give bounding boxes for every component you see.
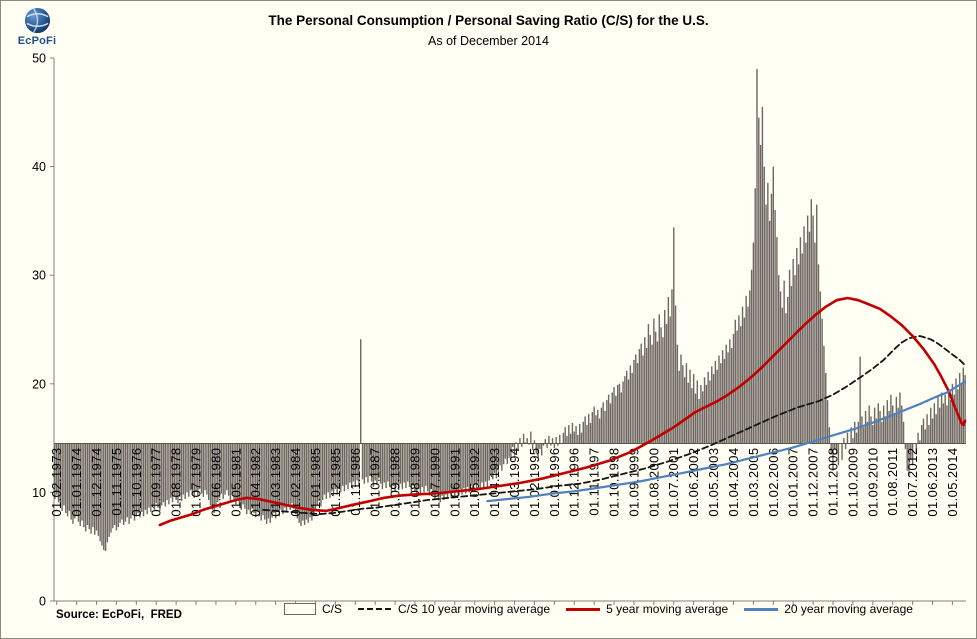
svg-text:01.01.1974: 01.01.1974: [69, 448, 84, 517]
svg-text:01.07.1979: 01.07.1979: [189, 448, 204, 517]
svg-text:01.04.1993: 01.04.1993: [487, 448, 502, 517]
svg-text:01.10.1998: 01.10.1998: [607, 448, 622, 517]
svg-text:01.08.2011: 01.08.2011: [885, 448, 900, 516]
svg-text:01.11.1986: 01.11.1986: [348, 448, 363, 516]
svg-text:01.05.2014: 01.05.2014: [945, 448, 960, 517]
logo-text: EcPoFi: [17, 35, 57, 47]
chart-legend: C/S C/S 10 year moving average 5 year mo…: [284, 602, 913, 616]
cs-bars-series: [54, 68, 966, 552]
svg-text:50: 50: [32, 52, 46, 66]
svg-text:01.05.1992: 01.05.1992: [467, 448, 482, 517]
svg-text:01.06.1980: 01.06.1980: [208, 448, 223, 517]
svg-text:01.09.2010: 01.09.2010: [865, 448, 880, 517]
x-axis-labels: 01.02.1973 01.01.1974 01.12.1974 01.11.1975…: [49, 448, 960, 605]
svg-text:01.04.1982: 01.04.1982: [248, 448, 263, 517]
line-ma10: [262, 335, 966, 515]
cs-bar-swatch: [284, 603, 316, 615]
line-ma20: [486, 380, 967, 503]
line-ma5: [158, 296, 967, 527]
svg-text:01.12.1996: 01.12.1996: [567, 448, 582, 517]
svg-text:01.01.2007: 01.01.2007: [786, 448, 801, 517]
svg-text:01.12.1985: 01.12.1985: [328, 448, 343, 517]
svg-text:01.06.2013: 01.06.2013: [925, 448, 940, 517]
legend-label-ma10: C/S 10 year moving average: [398, 602, 551, 616]
svg-text:01.01.1985: 01.01.1985: [308, 448, 323, 517]
ma5-line-swatch: [566, 607, 601, 611]
svg-text:01.01.1996: 01.01.1996: [547, 448, 562, 517]
svg-text:01.02.1995: 01.02.1995: [527, 448, 542, 517]
legend-label-ma20: 20 year moving average: [784, 602, 913, 616]
svg-text:01.05.2003: 01.05.2003: [706, 448, 721, 517]
legend-item-ma10: C/S 10 year moving average: [358, 602, 550, 616]
globe-icon: [24, 7, 50, 34]
svg-text:0: 0: [39, 595, 46, 609]
chart-title: The Personal Consumption / Personal Savi…: [268, 13, 709, 28]
ecpofi-logo: EcPoFi: [14, 7, 60, 47]
svg-text:30: 30: [32, 269, 46, 283]
svg-text:01.07.1990: 01.07.1990: [427, 448, 442, 517]
svg-text:01.09.1988: 01.09.1988: [388, 448, 403, 517]
svg-text:01.03.2005: 01.03.2005: [746, 448, 761, 517]
legend-label-ma5: 5 year moving average: [606, 602, 729, 616]
svg-text:01.12.1974: 01.12.1974: [89, 448, 104, 517]
svg-text:10: 10: [32, 486, 46, 500]
ma20-line-swatch: [744, 607, 779, 611]
svg-text:20: 20: [32, 377, 46, 391]
axes: 0 10 20 30 40 50: [32, 52, 966, 609]
svg-text:01.10.2009: 01.10.2009: [845, 448, 860, 517]
svg-text:40: 40: [32, 160, 46, 174]
svg-text:01.06.1991: 01.06.1991: [447, 448, 462, 517]
svg-text:01.06.2002: 01.06.2002: [686, 448, 701, 517]
source-note: Source: EcPoFi, FRED: [56, 609, 182, 621]
svg-text:01.03.1983: 01.03.1983: [268, 448, 283, 517]
svg-text:01.11.2008: 01.11.2008: [826, 448, 841, 516]
svg-text:01.12.2007: 01.12.2007: [806, 448, 821, 517]
svg-text:01.07.2012: 01.07.2012: [905, 448, 920, 517]
svg-text:01.02.1984: 01.02.1984: [288, 448, 303, 517]
svg-text:01.08.2000: 01.08.2000: [646, 448, 661, 517]
svg-text:01.11.1975: 01.11.1975: [109, 448, 124, 516]
legend-label-cs: C/S: [322, 602, 343, 616]
svg-text:01.08.1978: 01.08.1978: [169, 448, 184, 517]
ma10-dashed-line-swatch: [358, 608, 393, 610]
chart-subtitle: As of December 2014: [428, 34, 549, 48]
svg-text:01.05.1981: 01.05.1981: [228, 448, 243, 517]
svg-text:01.10.1976: 01.10.1976: [129, 448, 144, 517]
svg-text:01.04.2004: 01.04.2004: [726, 448, 741, 517]
svg-text:01.09.1977: 01.09.1977: [149, 448, 164, 517]
svg-text:01.02.2006: 01.02.2006: [766, 448, 781, 517]
svg-text:01.02.1973: 01.02.1973: [49, 448, 64, 517]
svg-text:01.07.2001: 01.07.2001: [666, 448, 681, 517]
svg-text:01.08.1989: 01.08.1989: [408, 448, 423, 517]
legend-item-ma20: 20 year moving average: [744, 602, 913, 616]
legend-item-ma5: 5 year moving average: [566, 602, 728, 616]
legend-item-cs: C/S: [284, 602, 342, 616]
